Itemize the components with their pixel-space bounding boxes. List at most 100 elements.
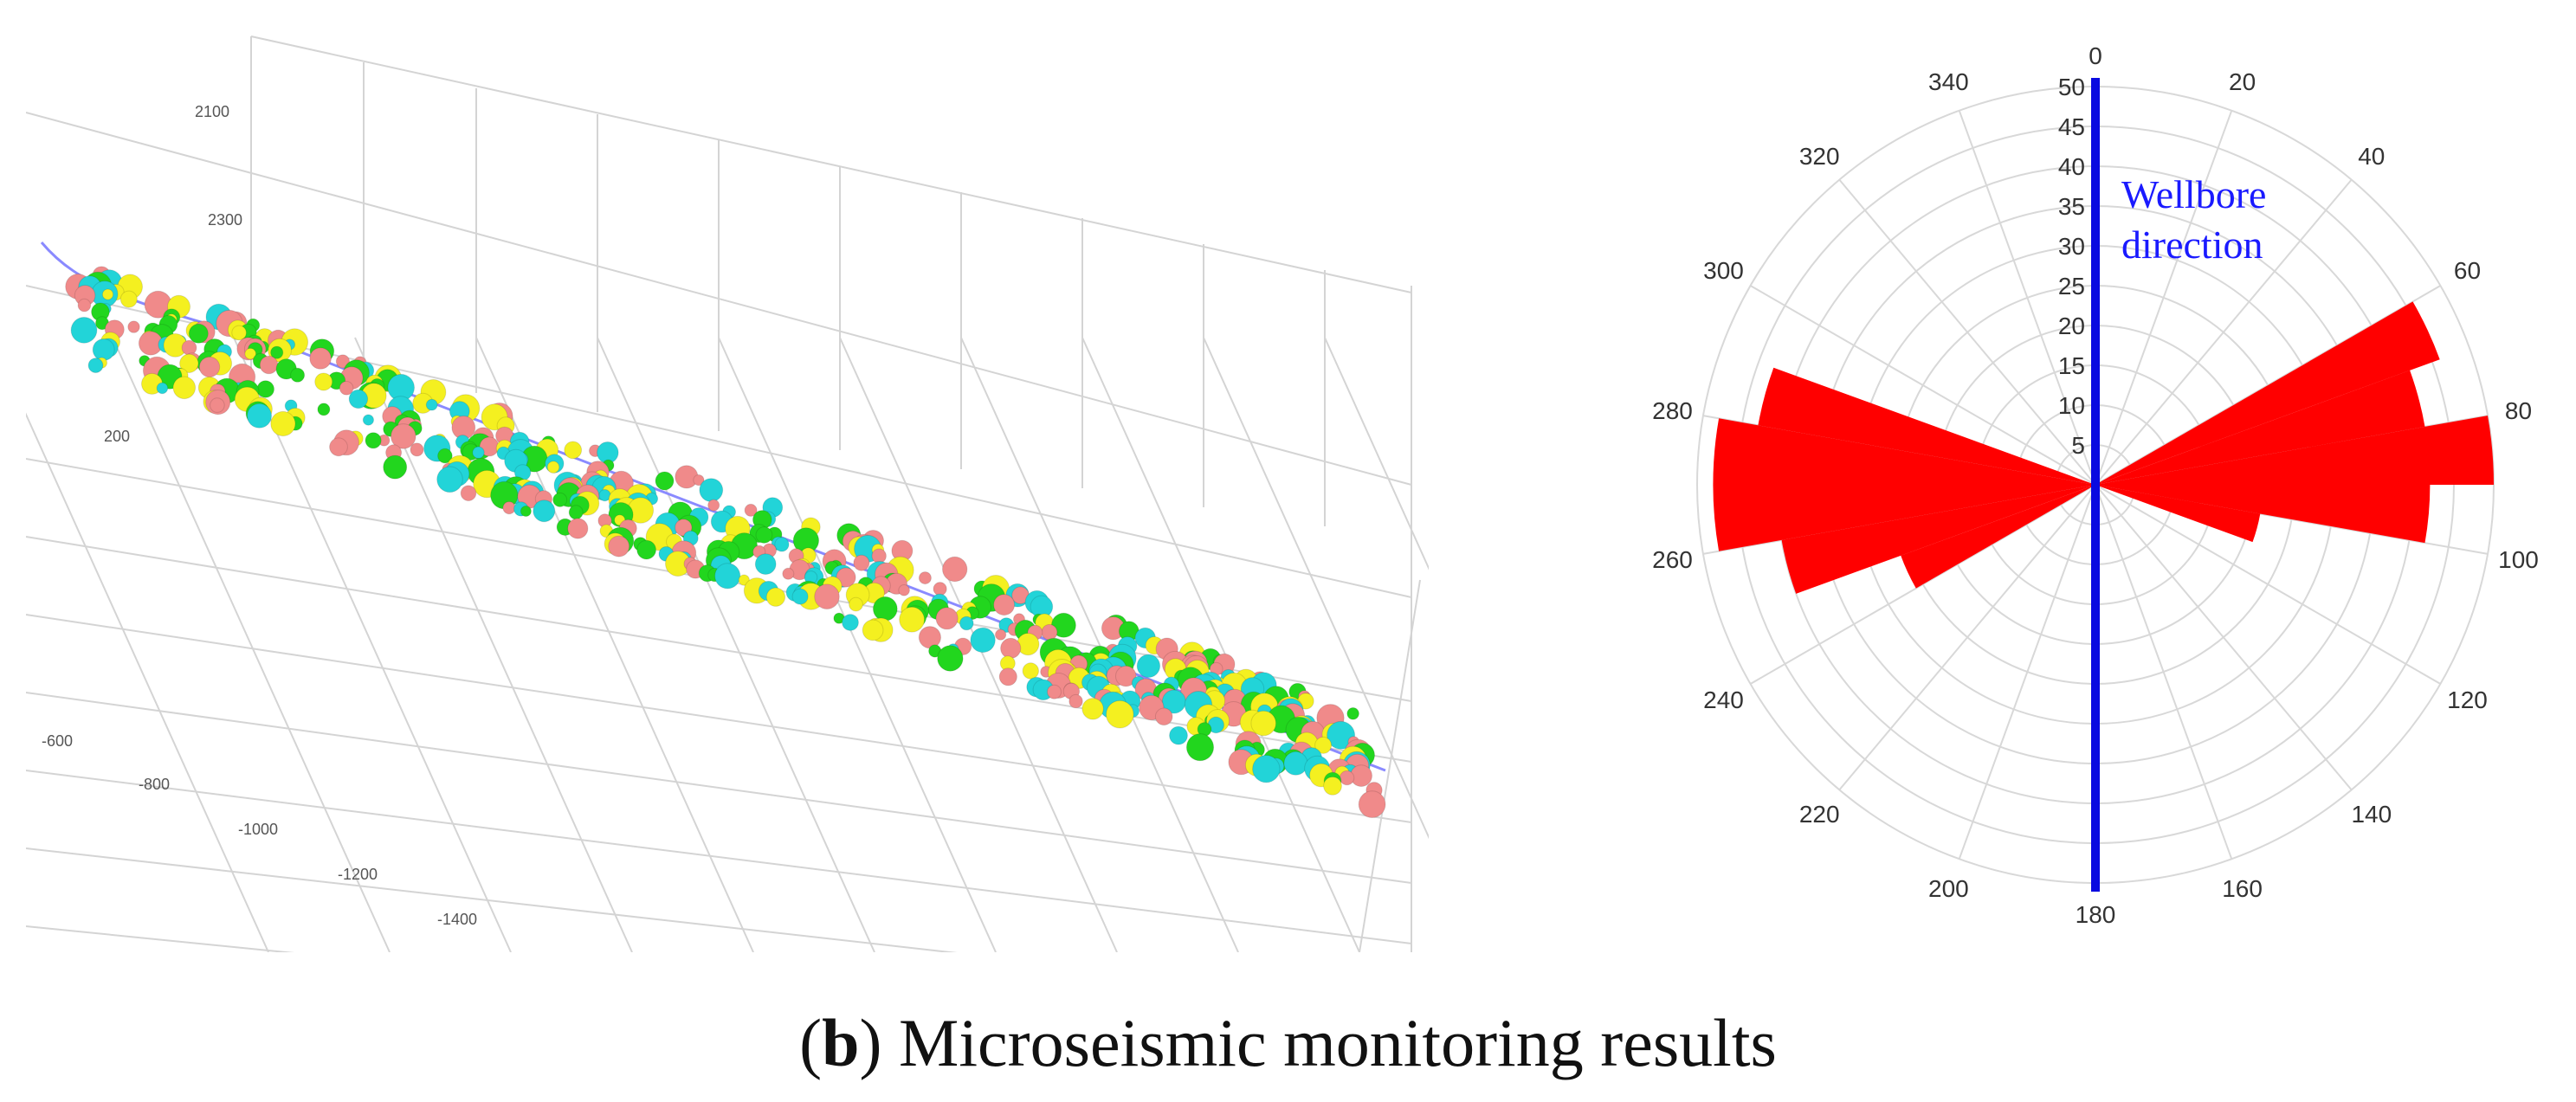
fracture-azimuth-rose: 0 20 40 60 80 100 120 140 160 180 200 220 240 260 280 3… bbox=[1652, 42, 2539, 928]
grid-line bbox=[1203, 337, 1429, 840]
angular-tick-label: 300 bbox=[1703, 257, 1744, 284]
grid-line bbox=[26, 112, 1412, 486]
event-point-stage-cyan bbox=[754, 553, 777, 575]
radial-tick-label: 50 bbox=[2058, 74, 2085, 100]
event-point-stage-green bbox=[437, 448, 453, 464]
angular-tick-label: 0 bbox=[2089, 42, 2102, 69]
event-point-stage-pink bbox=[871, 548, 887, 564]
angular-tick-label: 220 bbox=[1799, 801, 1840, 828]
event-point-stage-cyan bbox=[1327, 720, 1356, 750]
event-point-stage-yellow bbox=[738, 574, 750, 586]
caption-open-paren: ( bbox=[799, 1005, 823, 1080]
event-point-stage-pink bbox=[1047, 684, 1062, 699]
event-point-stage-green bbox=[317, 403, 331, 416]
event-point-stage-cyan bbox=[1136, 654, 1161, 678]
event-point-stage-pink bbox=[1358, 790, 1386, 818]
event-point-stage-pink bbox=[918, 571, 932, 585]
angular-tick-label: 20 bbox=[2229, 68, 2256, 95]
angular-tick-label: 40 bbox=[2358, 143, 2385, 170]
event-point-stage-cyan bbox=[425, 398, 438, 411]
event-point-stage-pink bbox=[782, 567, 795, 580]
radial-tick-label: 10 bbox=[2058, 392, 2085, 419]
rose-bar-260-270 bbox=[1713, 485, 2095, 551]
event-point-stage-pink bbox=[77, 298, 92, 313]
polar-spoke bbox=[1750, 285, 2096, 486]
angular-tick-label: 340 bbox=[1928, 68, 1969, 95]
caption-text: Microseismic monitoring results bbox=[881, 1005, 1777, 1080]
polar-spoke bbox=[1838, 484, 2096, 791]
angular-tick-label: 240 bbox=[1703, 686, 1744, 713]
event-point-stage-cyan bbox=[774, 537, 790, 552]
event-point-stage-yellow bbox=[1081, 698, 1104, 720]
event-point-stage-yellow bbox=[270, 410, 296, 437]
figure-caption: (b) Microseismic monitoring results bbox=[0, 1004, 2576, 1082]
event-point-stage-green bbox=[290, 367, 306, 383]
event-point-stage-yellow bbox=[1314, 736, 1333, 754]
event-point-stage-yellow bbox=[1250, 710, 1276, 737]
event-point-stage-yellow bbox=[101, 288, 114, 300]
event-point-stage-cyan bbox=[970, 627, 996, 654]
event-point-stage-green bbox=[655, 471, 675, 491]
radial-tick-label: 15 bbox=[2058, 352, 2085, 379]
event-point-stage-yellow bbox=[862, 619, 884, 641]
event-point-stage-cyan bbox=[362, 414, 374, 426]
event-point-stage-yellow bbox=[546, 461, 560, 474]
event-point-stage-cyan bbox=[1283, 751, 1308, 776]
radial-tick-label: 40 bbox=[2058, 153, 2085, 180]
x-tick-label: -600 bbox=[42, 732, 73, 750]
angular-tick-label: 200 bbox=[1928, 875, 1969, 902]
x-tick-label: -1200 bbox=[338, 866, 378, 883]
event-point-stage-yellow bbox=[119, 290, 138, 308]
event-point-stage-green bbox=[383, 454, 408, 480]
rose-bar-70-80 bbox=[2095, 370, 2425, 485]
grid-line bbox=[233, 337, 512, 952]
event-point-stage-yellow bbox=[899, 606, 925, 633]
event-point-stage-yellow bbox=[172, 376, 197, 400]
polar-spoke bbox=[2095, 178, 2353, 486]
grid-line bbox=[26, 412, 269, 952]
event-point-stage-pink bbox=[410, 442, 424, 457]
event-point-stage-cyan bbox=[533, 499, 556, 523]
rose-bar-60-70 bbox=[2095, 301, 2440, 485]
event-point-stage-pink bbox=[502, 501, 516, 515]
event-points bbox=[65, 266, 1386, 818]
radial-tick-label: 45 bbox=[2058, 113, 2085, 140]
angular-tick-label: 320 bbox=[1799, 143, 1840, 170]
event-point-stage-pink bbox=[1339, 770, 1355, 786]
polar-spoke bbox=[1958, 110, 2096, 486]
event-point-stage-pink bbox=[259, 355, 279, 375]
event-point-stage-pink bbox=[942, 556, 968, 583]
event-point-stage-yellow bbox=[314, 372, 333, 391]
grid-line bbox=[112, 337, 391, 952]
angular-tick-label: 180 bbox=[2076, 901, 2116, 928]
grid-line bbox=[475, 337, 754, 952]
event-point-stage-green bbox=[937, 645, 964, 672]
x-tick-label: -1400 bbox=[437, 911, 477, 928]
grid-line bbox=[1359, 579, 1421, 952]
event-point-stage-pink bbox=[127, 320, 140, 333]
event-point-stage-cyan bbox=[348, 389, 369, 409]
event-point-stage-cyan bbox=[436, 466, 463, 493]
rose-bar-90-100 bbox=[2095, 485, 2431, 544]
angular-tick-label: 260 bbox=[1652, 546, 1693, 573]
event-point-stage-green bbox=[365, 432, 382, 449]
event-point-stage-pink bbox=[707, 499, 720, 512]
grid-line bbox=[718, 337, 997, 952]
caption-panel-label: b bbox=[822, 1005, 860, 1080]
angular-tick-label: 60 bbox=[2454, 257, 2481, 284]
event-point-stage-cyan bbox=[1169, 725, 1188, 745]
event-point-stage-green bbox=[270, 345, 284, 359]
event-point-stage-pink bbox=[1154, 707, 1173, 726]
grid-line bbox=[26, 847, 958, 952]
grid-line bbox=[26, 925, 295, 952]
event-point-stage-cyan bbox=[959, 615, 974, 631]
event-point-stage-pink bbox=[853, 554, 870, 571]
wellbore-label-line2: direction bbox=[2121, 222, 2263, 267]
radial-tick-label: 5 bbox=[2071, 432, 2085, 459]
event-point-stage-green bbox=[872, 596, 898, 622]
rose-bar-280-290 bbox=[1758, 367, 2095, 485]
microseismic-3d-scatter: 2100 2300 200 -600 -800 -1000 -1200 -1400 bbox=[26, 35, 1429, 952]
x-tick-label: -800 bbox=[139, 776, 170, 793]
event-point-stage-pink bbox=[1000, 637, 1022, 660]
